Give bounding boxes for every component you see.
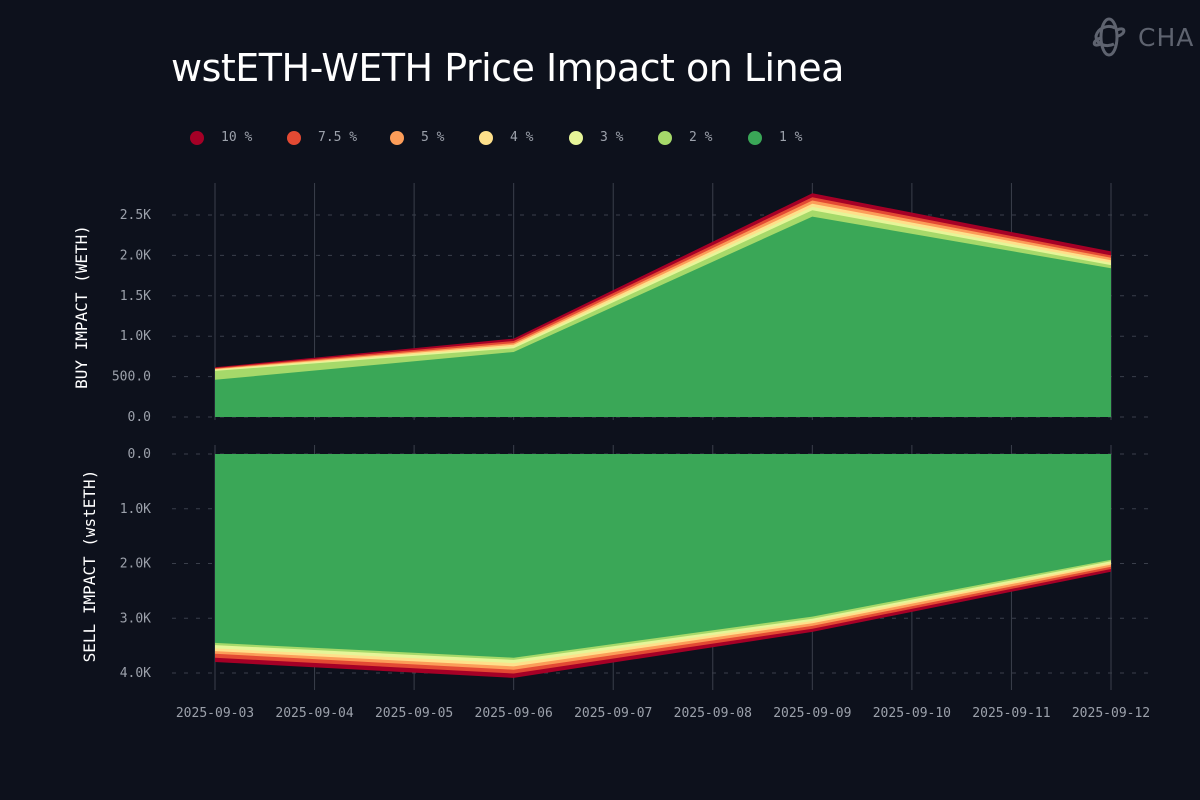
legend-label: 10 % [221,130,253,145]
sell-impact-axis-label: SELL IMPACT (wstETH) [80,470,99,663]
legend-item-1[interactable]: 1 % [748,130,828,145]
legend-dot [748,130,762,145]
chart-title: wstETH-WETH Price Impact on Linea [171,46,844,90]
legend-label: 1 % [779,130,803,145]
x-tick-label: 2025-09-03 [176,706,254,721]
legend-item-5[interactable]: 5 % [390,130,479,145]
y-tick-label: 0.0 [128,447,151,462]
x-tick-label: 2025-09-07 [574,706,652,721]
chaos-labs-logo-icon [1092,17,1126,57]
x-tick-label: 2025-09-04 [275,706,353,721]
y-tick-label: 500.0 [112,370,151,385]
legend-label: 5 % [421,130,445,145]
legend: 10 % 7.5 % 5 % 4 % 3 % 2 % 1 % [190,130,828,145]
y-tick-label: 1.0K [120,329,151,344]
x-tick-label: 2025-09-09 [773,706,851,721]
legend-label: 2 % [689,130,713,145]
brand-logo: CHA [1088,16,1194,58]
x-tick-label: 2025-09-11 [972,706,1050,721]
buy-impact-axis-label: BUY IMPACT (WETH) [72,225,91,389]
x-tick-label: 2025-09-08 [674,706,752,721]
y-tick-label: 0.0 [128,410,151,425]
legend-label: 3 % [600,130,624,145]
legend-dot [569,130,583,145]
legend-item-7-5[interactable]: 7.5 % [287,130,390,145]
legend-dot [287,130,301,145]
x-tick-label: 2025-09-05 [375,706,453,721]
legend-label: 4 % [510,130,534,145]
legend-item-4[interactable]: 4 % [479,130,569,145]
legend-dot [658,130,672,145]
y-tick-label: 1.5K [120,289,151,304]
x-tick-label: 2025-09-10 [873,706,951,721]
legend-label: 7.5 % [318,130,358,145]
y-tick-label: 2.0K [120,248,151,263]
legend-item-10[interactable]: 10 % [190,130,287,145]
legend-dot [190,130,204,145]
y-tick-label: 2.0K [120,557,151,572]
x-tick-label: 2025-09-06 [475,706,553,721]
legend-dot [479,130,493,145]
legend-item-2[interactable]: 2 % [658,130,748,145]
x-tick-label: 2025-09-12 [1072,706,1150,721]
area-sell-pct-1 [215,454,1111,658]
y-tick-label: 3.0K [120,611,151,626]
y-tick-label: 1.0K [120,502,151,517]
legend-item-3[interactable]: 3 % [569,130,658,145]
tick-layer: 0.0 500.0 1.0K 1.5K 2.0K 2.5K 0.0 1.0K 2.0K 3.0K 4… [112,208,1150,721]
area-layer [215,193,1111,678]
y-tick-label: 2.5K [120,208,151,223]
y-tick-label: 4.0K [120,666,151,681]
logo-text: CHA [1138,22,1195,52]
legend-dot [390,130,404,145]
area-buy-pct-1 [215,216,1111,417]
